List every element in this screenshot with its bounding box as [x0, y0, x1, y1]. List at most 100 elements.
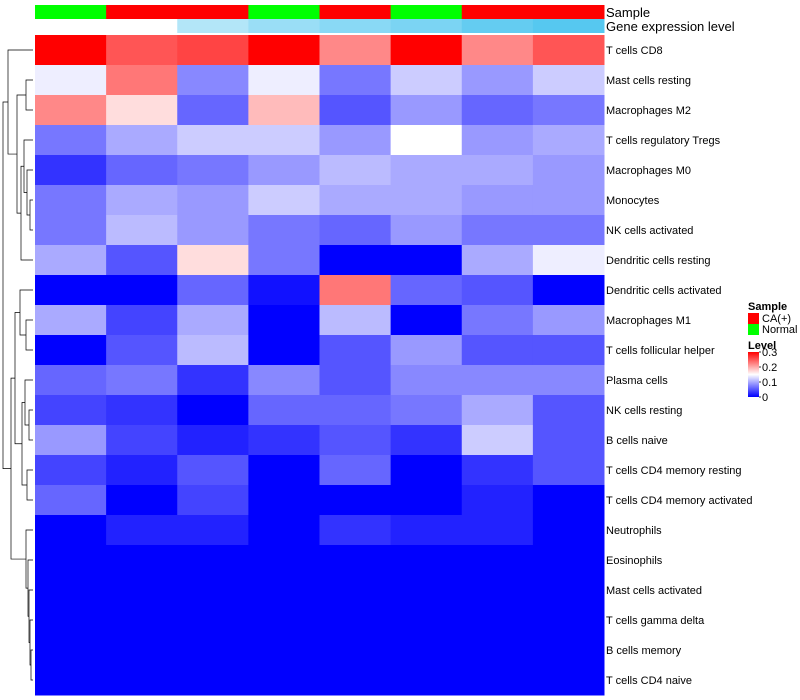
heatmap-cell: [106, 65, 178, 96]
heatmap-cell: [319, 485, 392, 516]
gene-expression-annotation-cell: [248, 19, 320, 33]
heatmap-cell: [532, 545, 605, 576]
heatmap-cell: [461, 635, 534, 666]
heatmap-cell: [319, 605, 392, 636]
dendrogram-branch: [25, 529, 33, 589]
heatmap-cell: [319, 245, 392, 276]
heatmap-cell: [319, 455, 392, 486]
heatmap-cell: [319, 215, 392, 246]
heatmap-cell: [390, 125, 463, 156]
dendrogram-branch: [30, 649, 33, 681]
heatmap-cell: [177, 335, 249, 366]
heatmap-cell: [319, 305, 392, 336]
row-label: Monocytes: [606, 195, 660, 207]
heatmap-cell: [461, 275, 534, 306]
heatmap-cell: [177, 515, 249, 546]
heatmap-cell: [177, 65, 249, 96]
heatmap-cell: [106, 485, 178, 516]
heatmap-cell: [106, 275, 178, 306]
row-dendrogram: [2, 49, 33, 681]
row-label: T cells CD4 memory activated: [606, 495, 753, 507]
heatmap-cell: [35, 395, 107, 426]
level-tick-label: 0: [762, 392, 768, 404]
heatmap-cell: [532, 95, 605, 126]
heatmap-cell: [177, 485, 249, 516]
heatmap-cell: [106, 125, 178, 156]
heatmap-cell: [390, 665, 463, 696]
heatmap-cell: [106, 155, 178, 186]
heatmap-cell: [35, 365, 107, 396]
sample-annotation-cell: [248, 5, 320, 19]
heatmap-cell: [248, 155, 320, 186]
heatmap-cell: [390, 155, 463, 186]
heatmap-cell: [248, 35, 320, 66]
heatmap-cell: [35, 305, 107, 336]
heatmap-cell: [319, 335, 392, 366]
heatmap-cells: [35, 35, 605, 696]
row-label: T cells CD4 naive: [606, 675, 692, 687]
heatmap-cell: [532, 185, 605, 216]
legend-swatch-normal: [748, 324, 759, 335]
heatmap-cell: [390, 185, 463, 216]
heatmap-cell: [35, 515, 107, 546]
heatmap-cell: [106, 185, 178, 216]
heatmap-cell: [35, 245, 107, 276]
heatmap-cell: [532, 275, 605, 306]
heatmap-cell: [532, 455, 605, 486]
heatmap-cell: [390, 485, 463, 516]
dendrogram-branch: [28, 589, 33, 643]
sample-annotation-cell: [319, 5, 392, 19]
heatmap-cell: [390, 65, 463, 96]
heatmap-cell: [390, 95, 463, 126]
heatmap-cell: [177, 575, 249, 606]
heatmap-cell: [319, 125, 392, 156]
heatmap-cell: [319, 665, 392, 696]
row-labels: T cells CD8 Mast cells resting Macrophages…: [606, 45, 753, 687]
heatmap-cell: [248, 125, 320, 156]
heatmap-cell: [35, 35, 107, 66]
row-label: T cells CD8: [606, 45, 663, 57]
legend-swatch-ca: [748, 313, 759, 324]
heatmap-cell: [35, 125, 107, 156]
heatmap-cell: [106, 95, 178, 126]
heatmap-cell: [106, 455, 178, 486]
heatmap-cell: [35, 575, 107, 606]
heatmap-cell: [532, 215, 605, 246]
heatmap-cell: [177, 35, 249, 66]
heatmap-cell: [248, 485, 320, 516]
heatmap-cell: [35, 425, 107, 456]
heatmap-cell: [106, 335, 178, 366]
heatmap-cell: [532, 335, 605, 366]
heatmap-cell: [461, 515, 534, 546]
dendrogram-branch: [21, 402, 27, 486]
dendrogram-branch: [16, 94, 26, 214]
dendrogram-branch: [19, 289, 33, 336]
heatmap-cell: [390, 455, 463, 486]
heatmap-cell: [390, 35, 463, 66]
heatmap-cell: [461, 305, 534, 336]
row-label: Eosinophils: [606, 555, 663, 567]
sample-annotation-cell: [390, 5, 463, 19]
heatmap-cell: [177, 215, 249, 246]
heatmap-cell: [319, 545, 392, 576]
heatmap-cell: [461, 155, 534, 186]
heatmap-cell: [106, 425, 178, 456]
heatmap-cell: [177, 665, 249, 696]
heatmap-cell: [532, 425, 605, 456]
heatmap-cell: [248, 545, 320, 576]
heatmap-cell: [461, 95, 534, 126]
row-label: Plasma cells: [606, 375, 668, 387]
heatmap-cell: [35, 635, 107, 666]
heatmap-cell: [390, 635, 463, 666]
heatmap-cell: [390, 335, 463, 366]
heatmap-cell: [35, 455, 107, 486]
heatmap-cell: [532, 605, 605, 636]
dendrogram-branch: [29, 619, 33, 666]
heatmap-cell: [106, 395, 178, 426]
heatmap-cell: [248, 605, 320, 636]
heatmap-cell: [106, 575, 178, 606]
heatmap-cell: [532, 155, 605, 186]
heatmap-cell: [177, 155, 249, 186]
heatmap-cell: [319, 65, 392, 96]
heatmap-cell: [106, 215, 178, 246]
